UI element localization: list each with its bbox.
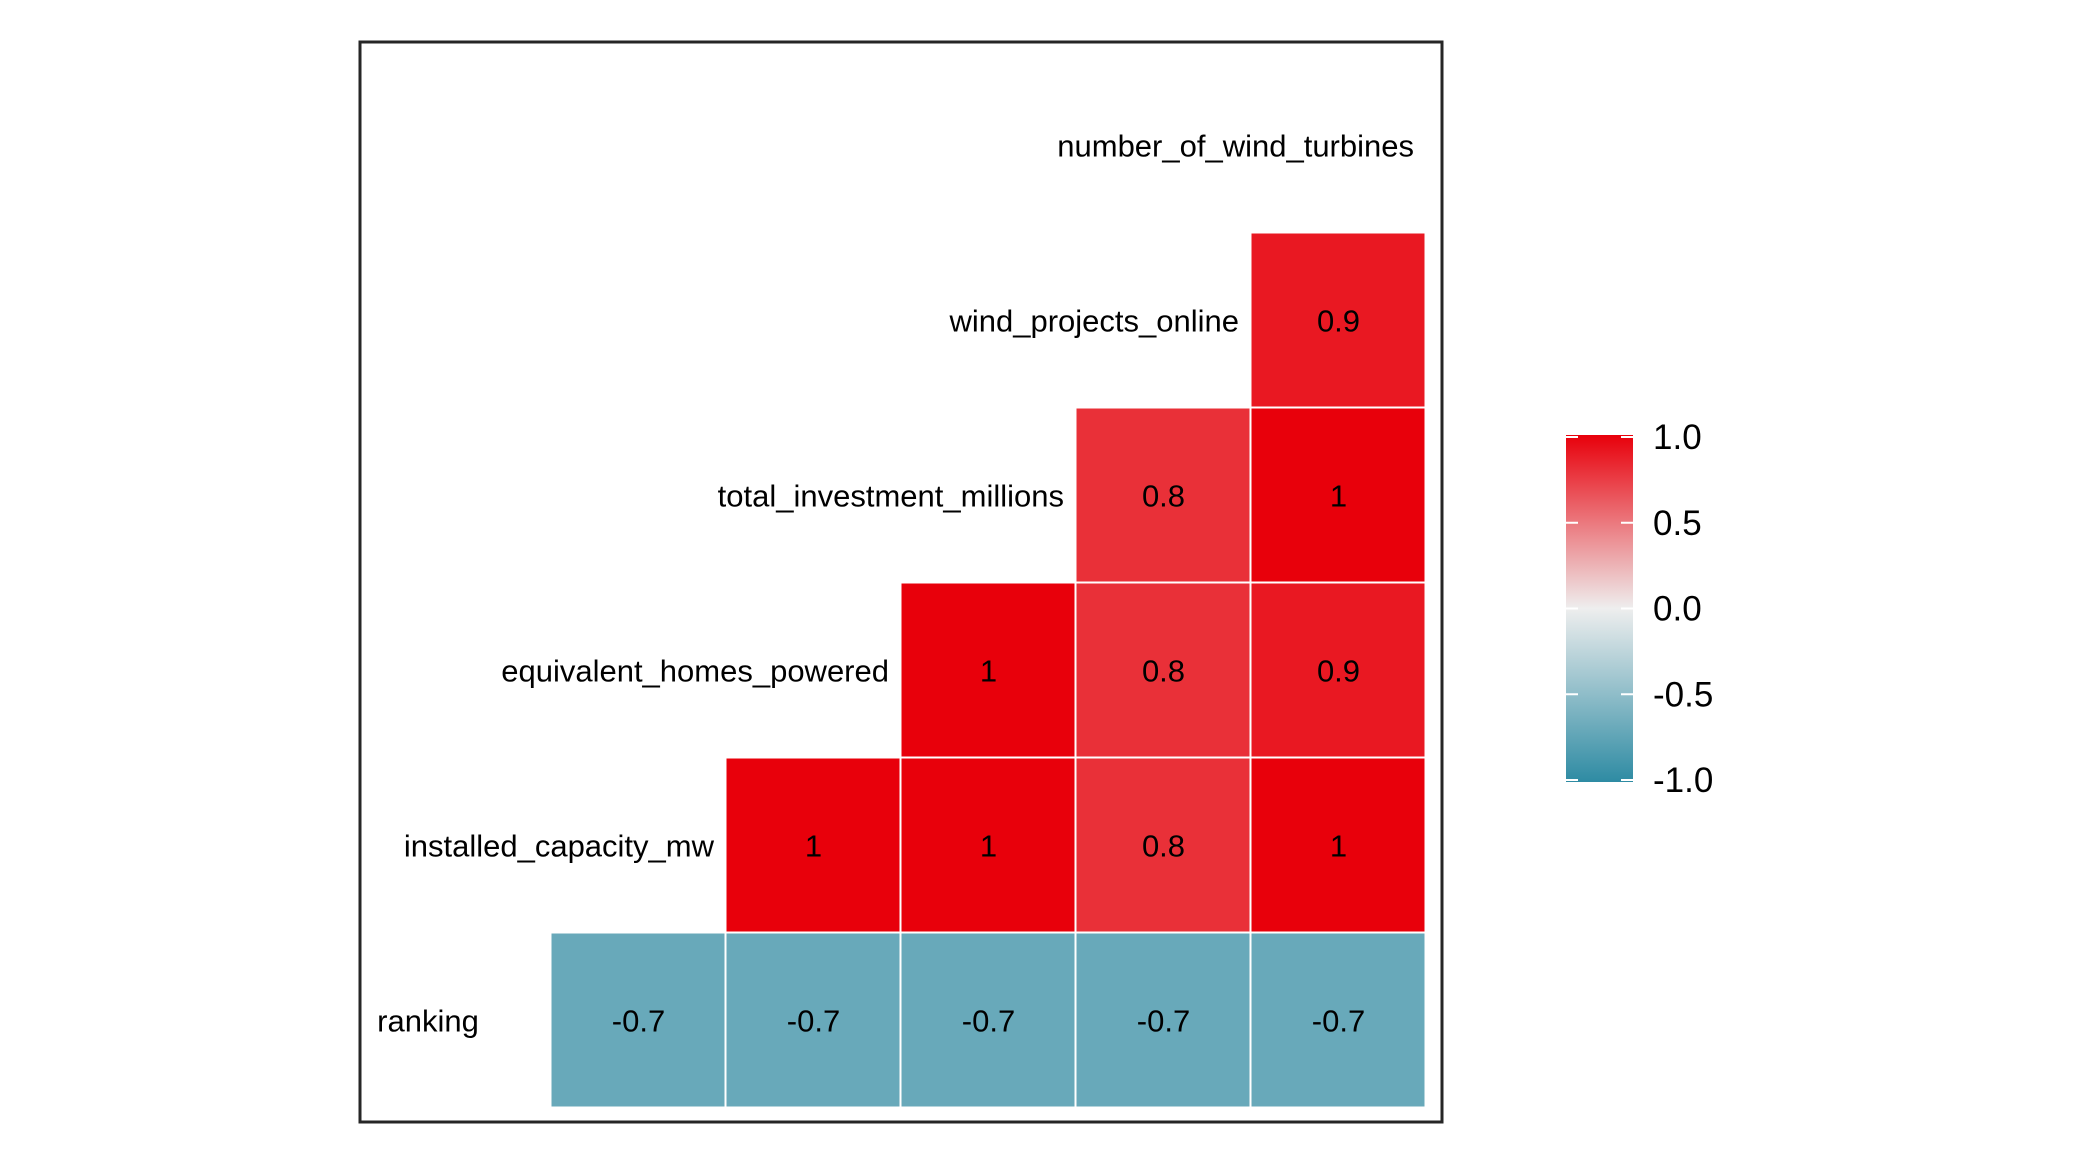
cell-value-label: 0.8 <box>1142 654 1185 689</box>
heatmap-cell-ranking-equivalent-homes-powered <box>725 932 901 1108</box>
cell-value-label: -0.7 <box>1312 1004 1365 1039</box>
heatmap-cell-installed-capacity-mw-wind-projects-online <box>1075 757 1251 933</box>
heatmap-cell-installed-capacity-mw-total-investment-millions <box>900 757 1076 933</box>
heatmap-cell-equivalent-homes-powered-total-investment-millions <box>900 582 1076 758</box>
cell-value-label: 1 <box>980 829 997 864</box>
heatmap-cell-installed-capacity-mw-number-of-wind-turbines <box>1250 757 1426 933</box>
variable-label-wind-projects-online: wind_projects_online <box>948 304 1239 339</box>
cell-value-label: -0.7 <box>1137 1004 1190 1039</box>
plot-panel-border <box>358 40 1444 1124</box>
variable-label-number-of-wind-turbines: number_of_wind_turbines <box>1057 129 1414 164</box>
legend-tick-label: -1.0 <box>1653 761 1713 800</box>
cell-value-label: -0.7 <box>612 1004 665 1039</box>
cell-value-label: 1 <box>980 654 997 689</box>
heatmap-cell-total-investment-millions-number-of-wind-turbines <box>1250 407 1426 583</box>
cell-value-label: 0.8 <box>1142 829 1185 864</box>
heatmap-cell-wind-projects-online-number-of-wind-turbines <box>1250 232 1426 408</box>
cell-value-label: 0.9 <box>1317 654 1360 689</box>
heatmap-cell-equivalent-homes-powered-wind-projects-online <box>1075 582 1251 758</box>
variable-labels: number_of_wind_turbines wind_projects_onl… <box>377 129 1414 1039</box>
heatmap-cell-total-investment-millions-wind-projects-online <box>1075 407 1251 583</box>
cell-value-label: 1 <box>1330 479 1347 514</box>
variable-label-equivalent-homes-powered: equivalent_homes_powered <box>501 654 889 689</box>
heatmap-cell-ranking-wind-projects-online <box>1075 932 1251 1108</box>
heatmap-cells: 0.9 0.8 1 1 0.8 0.9 1 1 0.8 1 -0.7 -0.7 -0.7 -0.7 -0.7 <box>550 232 1426 1108</box>
variable-label-total-investment-millions: total_investment_millions <box>718 479 1064 514</box>
cell-value-label: -0.7 <box>962 1004 1015 1039</box>
cell-value-label: 1 <box>1330 829 1347 864</box>
cell-value-label: 1 <box>805 829 822 864</box>
legend-tick-label: -0.5 <box>1653 675 1713 714</box>
legend-tick-label: 0.0 <box>1653 590 1702 629</box>
cell-value-label: -0.7 <box>787 1004 840 1039</box>
heatmap-cell-ranking-number-of-wind-turbines <box>1250 932 1426 1108</box>
legend-tick-label: 0.5 <box>1653 504 1702 543</box>
heatmap-cell-installed-capacity-mw-equivalent-homes-powered <box>725 757 901 933</box>
legend-tick-label: 1.0 <box>1653 418 1702 457</box>
variable-label-installed-capacity-mw: installed_capacity_mw <box>404 829 715 864</box>
heatmap-cell-equivalent-homes-powered-number-of-wind-turbines <box>1250 582 1426 758</box>
variable-label-ranking: ranking <box>377 1004 479 1039</box>
heatmap-cell-ranking-total-investment-millions <box>900 932 1076 1108</box>
color-legend: 1.0 0.5 0.0 -0.5 -1.0 <box>1566 418 1713 800</box>
cell-value-label: 0.8 <box>1142 479 1185 514</box>
cell-value-label: 0.9 <box>1317 304 1360 339</box>
heatmap-cell-ranking-installed-capacity-mw <box>550 932 726 1108</box>
